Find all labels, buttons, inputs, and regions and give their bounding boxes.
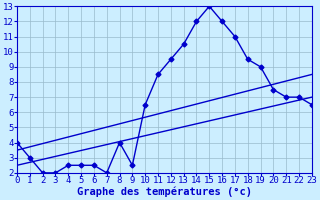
X-axis label: Graphe des températures (°c): Graphe des températures (°c) <box>77 187 252 197</box>
